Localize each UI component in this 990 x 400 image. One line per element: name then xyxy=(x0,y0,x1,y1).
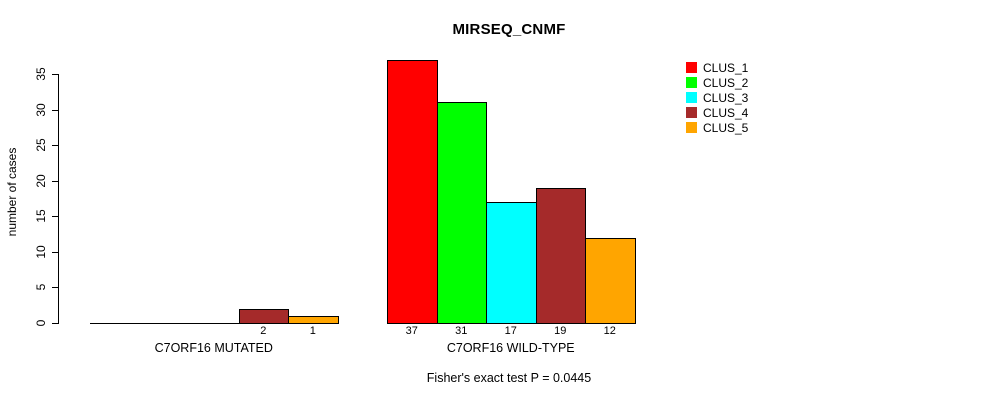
legend-label: CLUS_3 xyxy=(703,90,749,105)
bar xyxy=(436,102,487,324)
legend-item: CLUS_3 xyxy=(686,90,748,105)
bar-value-label: 2 xyxy=(260,325,267,337)
legend-swatch xyxy=(686,92,697,103)
y-tick xyxy=(52,74,58,75)
legend-label: CLUS_1 xyxy=(703,60,749,75)
legend-swatch xyxy=(686,77,697,88)
y-tick xyxy=(52,145,58,147)
bar-value-label: 17 xyxy=(504,325,517,337)
legend-item: CLUS_1 xyxy=(686,60,748,75)
y-tick-label: 15 xyxy=(34,209,48,223)
legend-label: CLUS_4 xyxy=(703,105,749,120)
y-axis-line xyxy=(58,74,59,324)
y-axis-title: number of cases xyxy=(5,147,19,237)
bar-value-label: 37 xyxy=(405,325,418,337)
legend-swatch xyxy=(686,62,697,73)
legend-item: CLUS_5 xyxy=(686,120,748,135)
y-tick xyxy=(52,216,58,218)
y-tick xyxy=(52,323,58,324)
y-tick-label: 25 xyxy=(34,138,48,152)
y-tick xyxy=(52,251,58,253)
legend-item: CLUS_2 xyxy=(686,75,748,90)
y-tick-label: 0 xyxy=(34,319,48,327)
bar-zero-line xyxy=(139,323,190,324)
legend-label: CLUS_2 xyxy=(703,75,749,90)
y-tick xyxy=(52,287,58,289)
bar-zero-line xyxy=(189,323,240,324)
chart-title: MIRSEQ_CNMF xyxy=(452,21,566,38)
annotation-text: Fisher's exact test P = 0.0445 xyxy=(426,371,592,385)
bar xyxy=(486,202,537,324)
y-tick xyxy=(52,109,58,111)
y-tick-label: 35 xyxy=(34,67,48,81)
bar-value-label: 1 xyxy=(309,325,316,337)
bar-value-label: 12 xyxy=(603,325,616,337)
y-tick-label: 5 xyxy=(34,284,48,291)
legend-swatch xyxy=(686,107,697,118)
group-label: C7ORF16 MUTATED xyxy=(154,341,273,355)
bar xyxy=(387,59,438,324)
bar xyxy=(288,315,339,324)
bar-zero-line xyxy=(90,323,141,324)
y-tick-label: 30 xyxy=(34,102,48,117)
y-tick-label: 20 xyxy=(34,174,48,188)
bar xyxy=(535,187,586,324)
legend: CLUS_1 CLUS_2 CLUS_3 CLUS_4 CLUS_5 xyxy=(686,60,748,135)
legend-swatch xyxy=(686,122,697,133)
bar-value-label: 31 xyxy=(455,325,468,337)
bar xyxy=(238,308,289,324)
legend-label: CLUS_5 xyxy=(703,120,749,135)
bar-value-label: 19 xyxy=(554,325,567,337)
y-tick xyxy=(52,180,58,182)
bar xyxy=(585,237,636,324)
y-tick-label: 10 xyxy=(34,245,48,259)
legend-item: CLUS_4 xyxy=(686,105,748,120)
group-label: C7ORF16 WILD-TYPE xyxy=(446,341,575,355)
